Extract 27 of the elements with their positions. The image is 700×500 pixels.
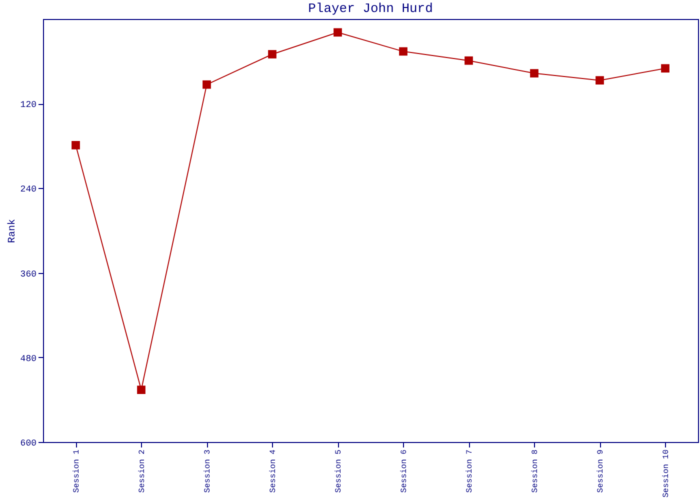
x-tick-label: Session 10 — [662, 449, 671, 498]
y-tick-label: 360 — [20, 269, 36, 280]
point — [661, 64, 670, 73]
point — [399, 47, 408, 56]
y-tick-label: 480 — [20, 354, 36, 364]
y-tick-label: 600 — [20, 438, 36, 448]
x-tick-label: Session 8 — [530, 449, 540, 493]
x-tick-label: Session 1 — [72, 449, 82, 493]
point — [596, 76, 604, 85]
y-axis-title: Rank — [6, 218, 18, 244]
x-tick-label: Session 2 — [138, 449, 147, 493]
point — [72, 141, 80, 150]
x-tick-label: Session 3 — [203, 449, 212, 493]
point — [334, 28, 342, 37]
y-tick-label: 120 — [20, 100, 36, 110]
point — [137, 386, 146, 394]
point — [530, 69, 538, 78]
x-tick-label: Session 4 — [268, 449, 278, 493]
x-tick-label: Session 9 — [596, 449, 606, 493]
chart-title: Player John Hurd — [308, 1, 433, 16]
point — [464, 56, 473, 65]
x-tick-label: Session 6 — [400, 449, 409, 493]
point — [268, 50, 276, 58]
y-tick-label: 240 — [20, 184, 36, 195]
x-tick-label: Session 5 — [334, 449, 344, 493]
x-tick-label: Session 7 — [465, 449, 474, 493]
point — [202, 80, 211, 89]
